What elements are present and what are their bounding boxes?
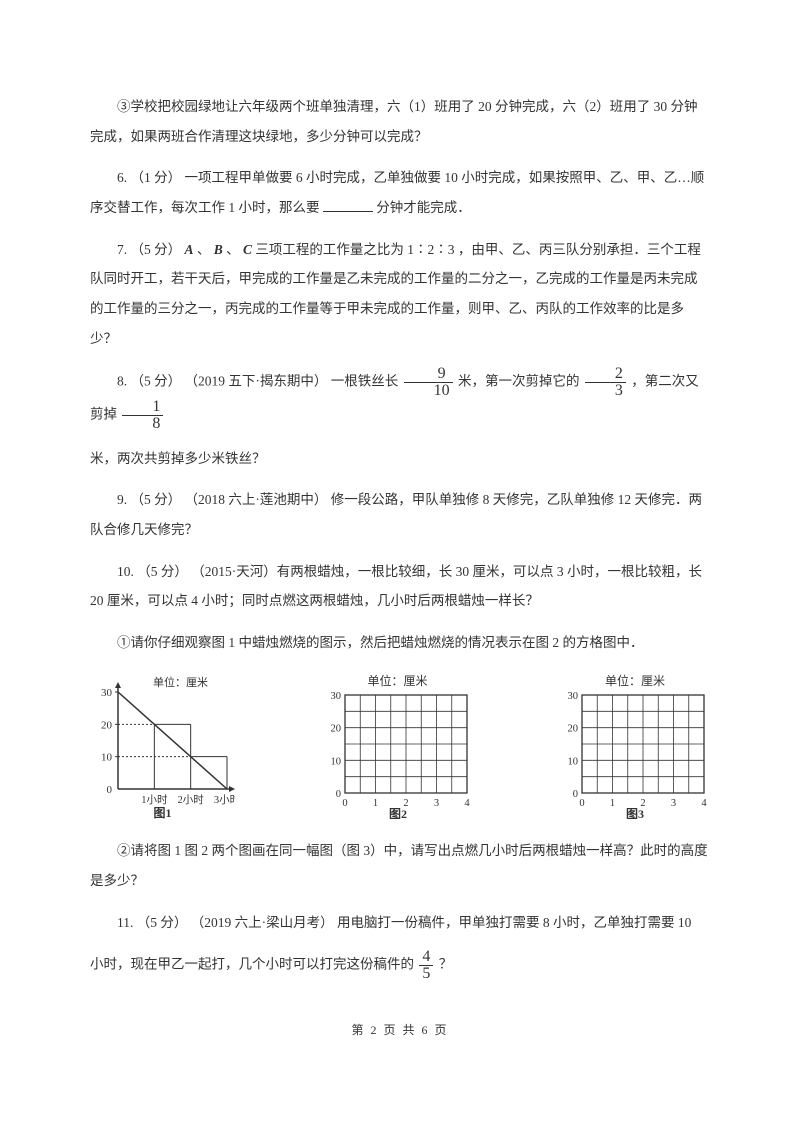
q8-f2n: 2 (585, 366, 626, 383)
svg-text:30: 30 (568, 691, 579, 702)
q11-a: 11. （5 分） （2019 六上·梁山月考） 用电脑打一份稿件，甲单独打需要… (117, 915, 691, 930)
q7-b: 三项工程的工作量之比为 1∶2∶3 ，由甲、乙、丙三队分别承担．三个工程队同时开… (90, 242, 701, 346)
fig2-unit: 单位：厘米 (323, 673, 473, 690)
svg-text:图3: 图3 (626, 807, 644, 819)
svg-text:10: 10 (101, 752, 113, 764)
fig3-unit: 单位：厘米 (560, 673, 710, 690)
fig2-block: 单位：厘米 010203001234图2 (323, 673, 473, 825)
q8-frac2: 2 3 (585, 366, 626, 399)
q7: 7. （5 分） A 、 B 、 C 三项工程的工作量之比为 1∶2∶3 ，由甲… (90, 235, 710, 354)
svg-text:4: 4 (464, 798, 470, 809)
svg-text:图2: 图2 (388, 807, 406, 819)
document-page: ③学校把校园绿地让六年级两个班单独清理，六（1）班用了 20 分钟完成，六（2）… (0, 0, 800, 1084)
q11-line2: 小时，现在甲乙一起打，几个小时可以打完这份稿件的 4 5 ？ (90, 949, 710, 982)
q7-a: 7. （5 分） (117, 242, 185, 257)
q6-blank[interactable] (323, 198, 373, 213)
svg-text:0: 0 (573, 789, 578, 800)
q6: 6. （1 分） 一项工程甲单做要 6 小时完成，乙单独做要 10 小时完成，如… (90, 163, 710, 222)
svg-text:3: 3 (433, 798, 438, 809)
svg-text:单位：厘米: 单位：厘米 (153, 675, 208, 689)
q9: 9. （5 分） （2018 六上·莲池期中） 修一段公路，甲队单独修 8 天修… (90, 485, 710, 544)
q11-frac: 4 5 (419, 949, 433, 982)
q7-B: B (214, 242, 223, 257)
svg-text:4: 4 (701, 798, 707, 809)
page-footer: 第 2 页 共 6 页 (90, 1017, 710, 1043)
svg-text:1: 1 (372, 798, 377, 809)
svg-text:20: 20 (330, 724, 341, 735)
q10: 10. （5 分） （2015·天河）有两根蜡烛，一根比较细，长 30 厘米，可… (90, 557, 710, 616)
svg-text:1小时: 1小时 (141, 794, 168, 806)
q8-f3n: 1 (122, 399, 163, 416)
svg-text:20: 20 (101, 720, 113, 732)
svg-text:10: 10 (568, 757, 579, 768)
svg-text:图1: 图1 (153, 806, 171, 819)
q11-fn: 4 (419, 949, 433, 966)
q10-sub2: ②请将图 1 图 2 两个图画在同一幅图（图 3）中，请写出点燃几小时后两根蜡烛… (90, 836, 710, 895)
q8-a: 8. （5 分） （2019 五下·揭东期中） 一根铁丝长 (117, 373, 402, 388)
svg-text:0: 0 (335, 789, 340, 800)
svg-text:0: 0 (107, 784, 113, 796)
q11: 11. （5 分） （2019 六上·梁山月考） 用电脑打一份稿件，甲单独打需要… (90, 908, 710, 938)
q11-text: 小时，现在甲乙一起打，几个小时可以打完这份稿件的 (90, 957, 417, 972)
q7-sep2: 、 (226, 242, 243, 257)
fig3-chart: 010203001234图3 (560, 689, 710, 819)
fig1-chart: 单位：厘米 0 10 20 30 1小时 2小时 3小时图1 (90, 674, 235, 819)
q11-fd: 5 (419, 966, 433, 982)
q8-f1d: 10 (404, 383, 453, 399)
q8-b: 米，第一次剪掉它的 (458, 373, 583, 388)
svg-text:2小时: 2小时 (178, 794, 205, 806)
svg-text:1: 1 (610, 798, 615, 809)
q8-f3d: 8 (122, 416, 163, 432)
q11-b: ？ (439, 957, 453, 972)
fig1-block: 单位：厘米 0 10 20 30 1小时 2小时 3小时图1 (90, 674, 235, 824)
q6-text-b: 分钟才能完成． (376, 200, 471, 215)
fig3-block: 单位：厘米 010203001234图3 (560, 673, 710, 825)
svg-text:3: 3 (671, 798, 676, 809)
q8-line2: 米，两次共剪掉多少米铁丝？ (90, 444, 710, 474)
figures-row: 单位：厘米01020301小时2小时3小时图1 单位：厘米 0102030012… (90, 673, 710, 825)
svg-text:10: 10 (330, 757, 341, 768)
q8-frac3: 1 8 (122, 399, 163, 432)
q8-f1n: 9 (404, 366, 453, 383)
q8: 8. （5 分） （2019 五下·揭东期中） 一根铁丝长 9 10 米，第一次… (90, 366, 710, 432)
svg-text:30: 30 (101, 687, 113, 699)
q7-A: A (185, 242, 194, 257)
svg-text:0: 0 (342, 798, 347, 809)
svg-text:30: 30 (330, 691, 341, 702)
q3-sub: ③学校把校园绿地让六年级两个班单独清理，六（1）班用了 20 分钟完成，六（2）… (90, 92, 710, 151)
q7-sep1: 、 (197, 242, 214, 257)
fig2-chart: 010203001234图2 (323, 689, 473, 819)
svg-text:20: 20 (568, 724, 579, 735)
svg-text:3小时: 3小时 (214, 794, 235, 806)
q8-frac1: 9 10 (404, 366, 453, 399)
q7-C: C (243, 242, 252, 257)
svg-text:0: 0 (579, 798, 584, 809)
q10-sub1: ①请你仔细观察图 1 中蜡烛燃烧的图示，然后把蜡烛燃烧的情况表示在图 2 的方格… (90, 628, 710, 658)
q8-f2d: 3 (585, 383, 626, 399)
